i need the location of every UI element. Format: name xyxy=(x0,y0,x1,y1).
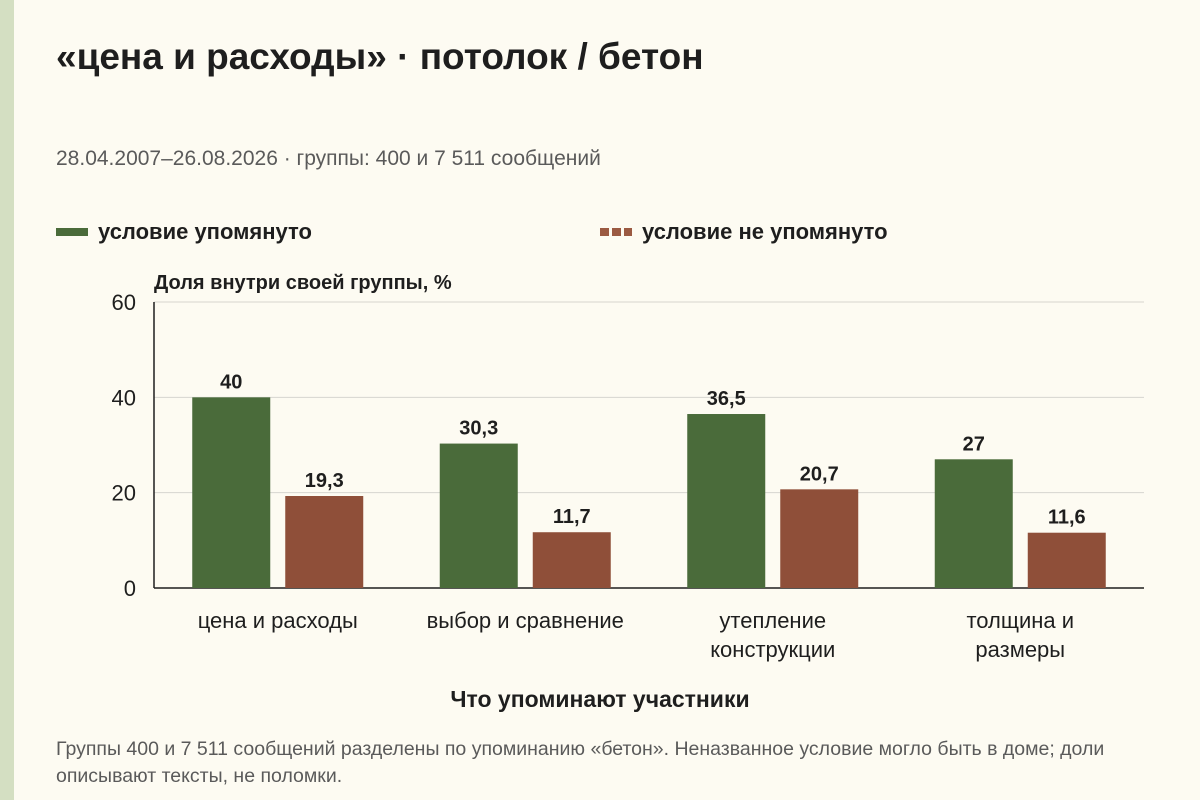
bar-not-mentioned xyxy=(780,489,859,588)
x-tick-label: размеры xyxy=(975,637,1065,662)
y-tick-label: 20 xyxy=(112,481,136,506)
legend-item-not-mentioned: условие не упомянуто xyxy=(600,219,888,245)
data-label: 27 xyxy=(963,433,985,455)
x-tick-label: толщина и xyxy=(966,608,1074,633)
y-axis-label: Доля внутри своей группы, % xyxy=(154,272,452,294)
data-label: 36,5 xyxy=(707,388,746,410)
bar-not-mentioned xyxy=(532,532,611,588)
data-label: 40 xyxy=(220,371,242,393)
data-label: 20,7 xyxy=(800,463,839,485)
accent-bar xyxy=(0,0,14,800)
bar-mentioned xyxy=(687,414,766,588)
legend-item-mentioned: условие упомянуто xyxy=(56,219,312,245)
chart-subtitle: 28.04.2007–26.08.2026 · группы: 400 и 7 … xyxy=(56,147,601,170)
chart-title: «цена и расходы» · потолок / бетон xyxy=(56,36,704,77)
data-label: 11,7 xyxy=(553,506,591,528)
bar-not-mentioned xyxy=(1027,532,1106,588)
legend-label-mentioned: условие упомянуто xyxy=(98,219,312,244)
bar-mentioned xyxy=(439,443,518,588)
legend-swatch-not-mentioned xyxy=(600,228,632,236)
data-label: 30,3 xyxy=(459,418,498,440)
bar-not-mentioned xyxy=(285,496,364,588)
data-label: 11,6 xyxy=(1048,507,1086,529)
data-label: 19,3 xyxy=(305,470,344,492)
legend-label-not-mentioned: условие не упомянуто xyxy=(642,219,888,244)
y-tick-label: 40 xyxy=(112,385,136,410)
bar-mentioned xyxy=(192,397,271,588)
legend-swatch-mentioned xyxy=(56,228,88,236)
bar-mentioned xyxy=(934,459,1013,588)
x-tick-label: утепление xyxy=(719,608,826,633)
x-tick-label: цена и расходы xyxy=(198,608,358,633)
x-axis-label: Что упоминают участники xyxy=(450,686,750,712)
footnote: Группы 400 и 7 511 сообщений разделены п… xyxy=(56,738,1105,787)
y-tick-label: 60 xyxy=(112,290,136,315)
x-tick-label: конструкции xyxy=(710,637,835,662)
bar-chart: 0 20 40 60 40 19,3 цена и расходы 30,3 11,7 выбор… xyxy=(112,290,1144,662)
y-tick-label: 0 xyxy=(124,576,136,601)
x-tick-label: выбор и сравнение xyxy=(427,608,624,633)
